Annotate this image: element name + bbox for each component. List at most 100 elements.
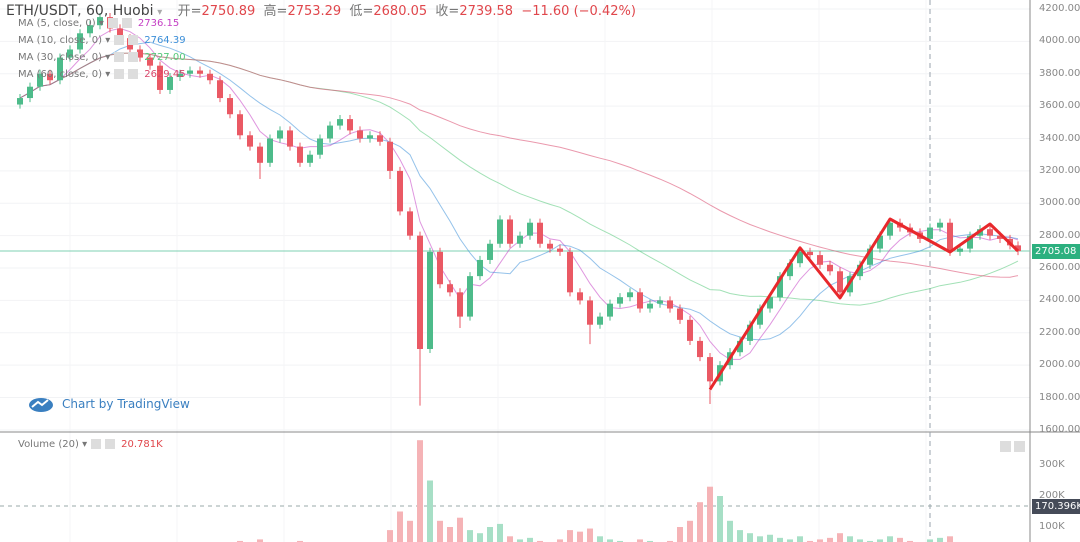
candle-body — [367, 135, 373, 139]
candle-body — [347, 119, 353, 131]
candle-body — [677, 308, 683, 320]
close-icon[interactable] — [121, 18, 132, 28]
candle-body — [547, 243, 553, 249]
candle-body — [517, 235, 523, 244]
candle-body — [97, 17, 103, 26]
candle-body — [687, 319, 693, 341]
volume-bar — [877, 539, 883, 542]
close-icon[interactable] — [128, 69, 139, 79]
candle-body — [337, 119, 343, 126]
volume-label: Volume (20) — [18, 439, 79, 450]
settings-icon[interactable] — [91, 439, 102, 449]
volume-bar — [417, 440, 423, 542]
volume-bar — [847, 536, 853, 542]
price-tick-label: 3200.00 — [1039, 164, 1080, 176]
candle-body — [887, 222, 893, 236]
volume-bar — [487, 527, 493, 542]
volume-bar — [937, 537, 943, 542]
ma-value: 2727.00 — [144, 52, 186, 63]
candle-body — [527, 222, 533, 236]
candle-body — [137, 49, 143, 58]
ma-legend-30[interactable]: MA (30, close, 0) ▾ 2727.00 — [18, 52, 186, 63]
volume-bar — [697, 502, 703, 542]
volume-bar — [557, 539, 563, 542]
candle-body — [787, 263, 793, 277]
volume-bar — [687, 520, 693, 542]
pane-up-icon[interactable] — [1000, 441, 1011, 452]
volume-bar — [637, 539, 643, 542]
candle-body — [537, 222, 543, 244]
tradingview-branding[interactable]: Chart by TradingView — [28, 396, 190, 412]
ma-legend-60[interactable]: MA (60, close, 0) ▾ 2629.45 — [18, 69, 186, 80]
price-tick-label: 4000.00 — [1039, 35, 1080, 47]
volume-bar — [237, 540, 243, 542]
volume-bar — [827, 537, 833, 542]
price-tick-label: 2400.00 — [1039, 294, 1080, 306]
volume-bar — [397, 511, 403, 542]
volume-bar — [387, 530, 393, 542]
candle-body — [417, 235, 423, 349]
symbol-title[interactable]: ETH/USDT, 60, Huobi — [6, 3, 154, 19]
candle-body — [487, 243, 493, 260]
zigzag-drawing — [708, 217, 1020, 391]
low-label: 低= — [349, 4, 374, 19]
close-icon[interactable] — [128, 35, 139, 45]
volume-bar — [437, 520, 443, 542]
settings-icon[interactable] — [114, 35, 125, 45]
close-icon[interactable] — [105, 439, 116, 449]
volume-tick-label: 300K — [1039, 459, 1065, 470]
volume-bar — [747, 533, 753, 542]
volume-bar — [777, 537, 783, 542]
price-tick-label: 2800.00 — [1039, 229, 1080, 241]
ma-legend-10[interactable]: MA (10, close, 0) ▾ 2764.39 — [18, 35, 186, 46]
volume-bar — [507, 536, 513, 542]
volume-bar — [457, 517, 463, 542]
ma-label: MA (30, close, 0) — [18, 52, 103, 63]
chevron-down-icon[interactable]: ▾ — [157, 7, 163, 18]
volume-legend[interactable]: Volume (20) ▾ 20.781K — [18, 439, 163, 450]
candle-body — [957, 248, 963, 252]
candle-body — [707, 357, 713, 382]
ma-line — [19, 52, 1019, 278]
close-value: 2739.58 — [459, 4, 514, 19]
branding-text: Chart by TradingView — [62, 397, 190, 411]
settings-icon[interactable] — [114, 69, 125, 79]
volume-bar — [677, 527, 683, 542]
candle-body — [607, 303, 613, 317]
pane-more-icon[interactable] — [1014, 441, 1025, 452]
candle-body — [627, 292, 633, 298]
candle-body — [567, 251, 573, 293]
change-value: −11.60 (−0.42%) — [521, 4, 636, 19]
volume-bar — [757, 536, 763, 542]
candle-body — [377, 135, 383, 142]
candle-body — [77, 33, 83, 50]
candle-body — [987, 229, 993, 236]
candle-body — [877, 235, 883, 249]
volume-bar — [467, 530, 473, 542]
settings-icon[interactable] — [107, 18, 118, 28]
volume-bar — [667, 540, 673, 542]
candle-body — [57, 57, 63, 81]
tradingview-logo-icon — [29, 398, 53, 412]
candle-body — [37, 73, 43, 87]
close-icon[interactable] — [128, 52, 139, 62]
volume-bar — [617, 540, 623, 542]
price-tick-label: 2000.00 — [1039, 359, 1080, 371]
candle-body — [217, 80, 223, 99]
settings-icon[interactable] — [114, 52, 125, 62]
ma-legend-5[interactable]: MA (5, close, 0) ▾ 2736.15 — [18, 18, 180, 29]
candle-body — [797, 251, 803, 264]
candle-body — [357, 130, 363, 139]
low-value: 2680.05 — [373, 4, 428, 19]
volume-bar — [597, 536, 603, 542]
candle-body — [307, 154, 313, 163]
candle-body — [947, 222, 953, 252]
candle-body — [817, 255, 823, 265]
volume-marker-tag: 170.396K — [1032, 499, 1080, 514]
volume-bar — [497, 523, 503, 542]
candle-body — [577, 292, 583, 301]
candle-body — [407, 211, 413, 236]
volume-bar — [717, 496, 723, 542]
price-tick-label: 3400.00 — [1039, 132, 1080, 144]
